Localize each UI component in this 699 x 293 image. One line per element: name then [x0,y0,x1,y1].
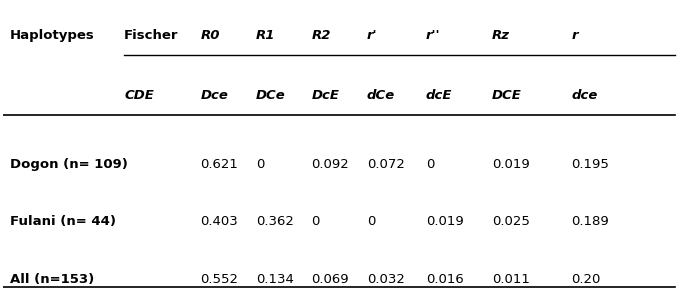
Text: R1: R1 [256,29,275,42]
Text: 0.195: 0.195 [571,158,610,171]
Text: 0: 0 [426,158,434,171]
Text: CDE: CDE [124,89,154,102]
Text: 0: 0 [367,215,375,229]
Text: All (n=153): All (n=153) [10,273,94,286]
Text: 0.032: 0.032 [367,273,405,286]
Text: 0.552: 0.552 [201,273,238,286]
Text: 0.016: 0.016 [426,273,463,286]
Text: r: r [571,29,578,42]
Text: dCe: dCe [367,89,395,102]
Text: Fischer: Fischer [124,29,179,42]
Text: DcE: DcE [311,89,339,102]
Text: 0.011: 0.011 [491,273,530,286]
Text: 0.072: 0.072 [367,158,405,171]
Text: 0.189: 0.189 [571,215,609,229]
Text: Dce: Dce [201,89,229,102]
Text: 0.019: 0.019 [491,158,529,171]
Text: 0.403: 0.403 [201,215,238,229]
Text: 0.134: 0.134 [256,273,294,286]
Text: 0.069: 0.069 [311,273,349,286]
Text: 0.362: 0.362 [256,215,294,229]
Text: Fulani (n= 44): Fulani (n= 44) [10,215,116,229]
Text: R2: R2 [311,29,331,42]
Text: DCe: DCe [256,89,286,102]
Text: r': r' [367,29,377,42]
Text: dcE: dcE [426,89,452,102]
Text: DCE: DCE [491,89,521,102]
Text: Rz: Rz [491,29,510,42]
Text: Dogon (n= 109): Dogon (n= 109) [10,158,128,171]
Text: 0.20: 0.20 [571,273,600,286]
Text: R0: R0 [201,29,220,42]
Text: 0.025: 0.025 [491,215,530,229]
Text: 0.019: 0.019 [426,215,463,229]
Text: 0: 0 [311,215,319,229]
Text: r'': r'' [426,29,440,42]
Text: 0.621: 0.621 [201,158,238,171]
Text: 0.092: 0.092 [311,158,349,171]
Text: Haplotypes: Haplotypes [10,29,94,42]
Text: 0: 0 [256,158,264,171]
Text: dce: dce [571,89,598,102]
